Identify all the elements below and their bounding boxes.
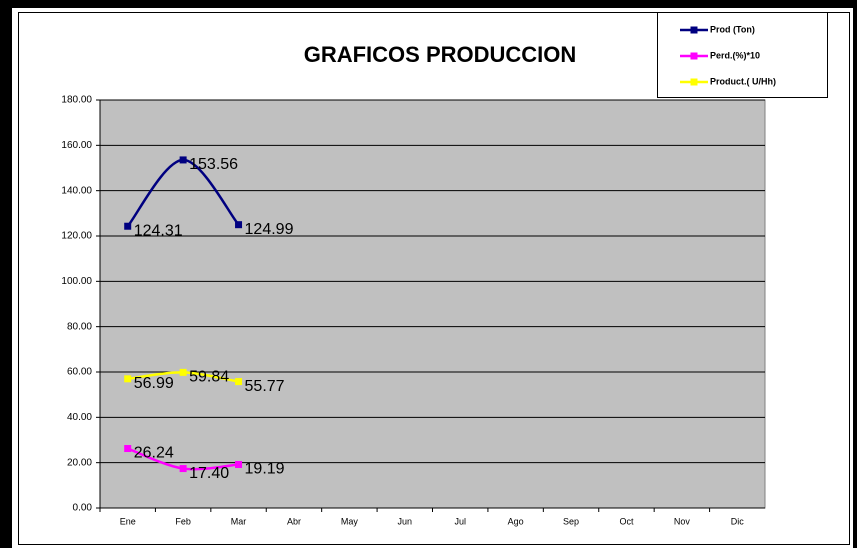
x-tick-label: Ago	[508, 516, 524, 526]
x-tick-label: Dic	[731, 516, 744, 526]
data-label: 124.31	[134, 222, 183, 239]
legend-marker	[690, 78, 698, 86]
data-label: 17.40	[189, 465, 229, 482]
legend-marker	[690, 52, 698, 60]
marker	[179, 465, 187, 473]
data-label: 55.77	[245, 378, 285, 395]
marker	[124, 445, 132, 453]
x-tick-label: Feb	[175, 516, 191, 526]
legend-label: Perd.(%)*10	[710, 50, 760, 60]
y-tick-label: 180.00	[61, 95, 92, 106]
x-tick-label: Sep	[563, 516, 579, 526]
marker	[179, 368, 187, 376]
y-tick-label: 160.00	[61, 140, 92, 151]
legend-label: Prod (Ton)	[710, 24, 755, 34]
marker	[235, 378, 243, 386]
y-tick-label: 40.00	[67, 412, 92, 423]
y-tick-label: 0.00	[73, 503, 93, 514]
x-tick-label: Nov	[674, 516, 691, 526]
x-tick-label: Mar	[231, 516, 247, 526]
legend-label: Product.( U/Hh)	[710, 76, 776, 86]
data-label: 26.24	[134, 445, 174, 462]
data-label: 56.99	[134, 375, 174, 392]
chart-title: GRAFICOS PRODUCCION	[304, 42, 577, 67]
x-tick-label: Oct	[619, 516, 634, 526]
chart-border	[18, 12, 850, 545]
y-tick-label: 120.00	[61, 231, 92, 242]
data-label: 124.99	[245, 221, 294, 238]
x-tick-label: Jun	[398, 516, 413, 526]
y-tick-label: 100.00	[61, 276, 92, 287]
data-label: 19.19	[245, 461, 285, 478]
marker	[235, 221, 243, 229]
x-tick-label: Abr	[287, 516, 301, 526]
marker	[124, 375, 132, 383]
marker	[124, 222, 132, 230]
marker	[179, 156, 187, 164]
marker	[235, 461, 243, 469]
x-tick-label: Ene	[120, 516, 136, 526]
data-label: 153.56	[189, 156, 238, 173]
x-tick-label: Jul	[454, 516, 466, 526]
y-tick-label: 20.00	[67, 457, 92, 468]
x-tick-label: May	[341, 516, 359, 526]
y-tick-label: 140.00	[61, 185, 92, 196]
legend-marker	[690, 26, 698, 34]
data-label: 59.84	[189, 369, 229, 386]
y-tick-label: 60.00	[67, 367, 92, 378]
y-tick-label: 80.00	[67, 321, 92, 332]
